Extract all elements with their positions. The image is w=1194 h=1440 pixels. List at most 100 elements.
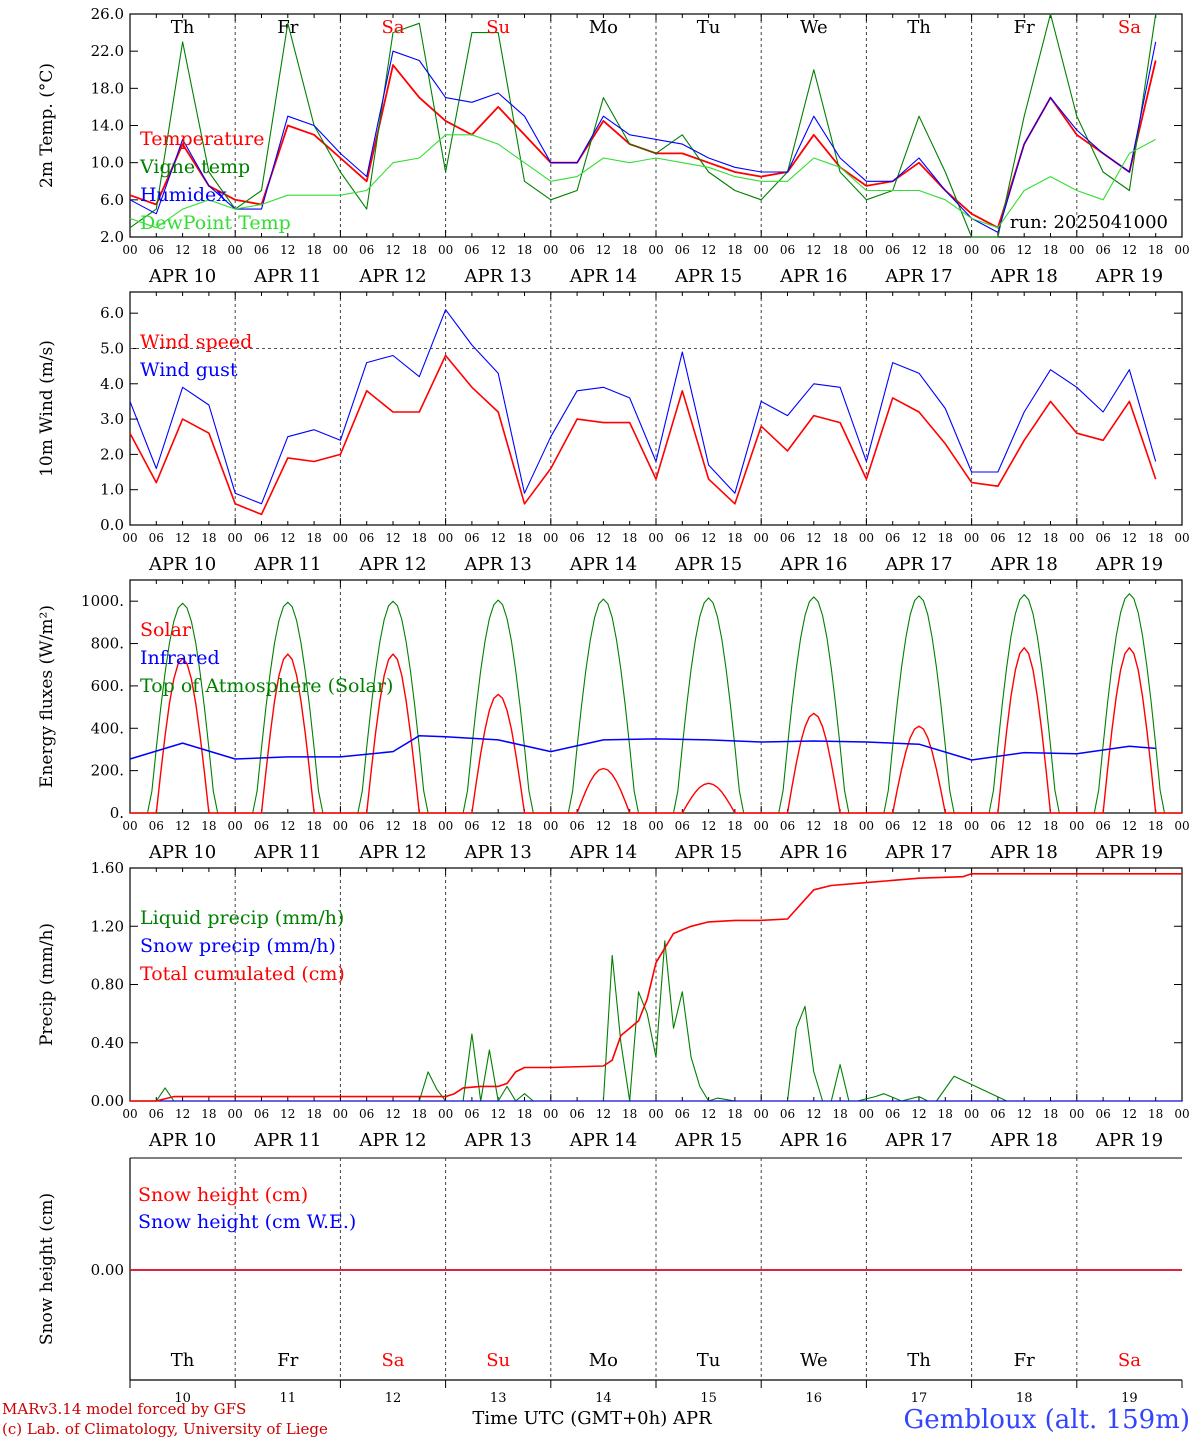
hour-tick-label: 00 bbox=[859, 819, 874, 833]
y-tick-label: 0.00 bbox=[91, 1261, 124, 1279]
day-number-label: 10 bbox=[174, 1391, 191, 1406]
hour-tick-label: 06 bbox=[359, 243, 374, 257]
y-axis-label: Snow height (cm) bbox=[37, 1193, 57, 1345]
panel-2: 0.0 1.0 2.0 3.0 4.0 5.0 6.0 10m Wind (m/s) Wind … bbox=[37, 291, 1190, 575]
hour-tick-label: 00 bbox=[964, 819, 979, 833]
date-label: APR 18 bbox=[990, 554, 1058, 575]
hour-tick-label: 06 bbox=[149, 243, 164, 257]
y-tick-label: 2.0 bbox=[100, 445, 124, 463]
hour-tick-label: 12 bbox=[175, 819, 190, 833]
hour-tick-label: 06 bbox=[990, 531, 1005, 545]
hour-tick-label: 00 bbox=[964, 243, 979, 257]
hour-tick-label: 12 bbox=[1122, 1107, 1137, 1121]
hour-tick-label: 18 bbox=[306, 531, 321, 545]
date-label: APR 13 bbox=[464, 554, 532, 575]
date-label: APR 14 bbox=[569, 842, 637, 863]
legend-entry: Infrared bbox=[140, 647, 220, 669]
hour-tick-label: 18 bbox=[832, 1107, 847, 1121]
weekday-label: Sa bbox=[381, 1350, 404, 1371]
day-number-label: 19 bbox=[1121, 1391, 1138, 1406]
date-label: APR 19 bbox=[1095, 842, 1163, 863]
hour-tick-label: 12 bbox=[1017, 1107, 1032, 1121]
hour-tick-label: 12 bbox=[1017, 819, 1032, 833]
hour-tick-label: 00 bbox=[333, 1107, 348, 1121]
hour-tick-label: 12 bbox=[280, 531, 295, 545]
series-line bbox=[129, 13, 1157, 238]
hour-tick-label: 00 bbox=[1174, 243, 1189, 257]
hour-tick-label: 00 bbox=[122, 1107, 137, 1121]
date-label: APR 17 bbox=[884, 1130, 952, 1151]
hour-tick-label: 06 bbox=[675, 243, 690, 257]
date-label: APR 10 bbox=[148, 266, 216, 287]
date-label: APR 18 bbox=[990, 1130, 1058, 1151]
hour-tick-label: 00 bbox=[438, 819, 453, 833]
hour-tick-label: 06 bbox=[569, 531, 584, 545]
legend-entry: Liquid precip (mm/h) bbox=[140, 907, 344, 929]
y-tick-label: 10.0 bbox=[91, 154, 124, 172]
hour-tick-label: 18 bbox=[622, 243, 637, 257]
hour-tick-label: 00 bbox=[648, 1107, 663, 1121]
legend-entry: Wind speed bbox=[140, 331, 252, 353]
hour-tick-label: 12 bbox=[596, 243, 611, 257]
hour-tick-label: 00 bbox=[333, 531, 348, 545]
hour-tick-label: 18 bbox=[306, 819, 321, 833]
legend-entry: Snow height (cm W.E.) bbox=[138, 1211, 356, 1233]
hour-tick-label: 12 bbox=[385, 819, 400, 833]
x-axis-label: Time UTC (GMT+0h) APR bbox=[472, 1408, 712, 1429]
hour-tick-label: 00 bbox=[754, 531, 769, 545]
y-tick-label: 0.80 bbox=[91, 976, 124, 994]
hour-tick-label: 00 bbox=[228, 819, 243, 833]
hour-tick-label: 12 bbox=[806, 819, 821, 833]
y-tick-label: 0.00 bbox=[91, 1092, 124, 1110]
hour-tick-label: 00 bbox=[1069, 1107, 1084, 1121]
day-number-label: 15 bbox=[700, 1391, 717, 1406]
date-label: APR 15 bbox=[674, 266, 742, 287]
hour-tick-label: 18 bbox=[832, 819, 847, 833]
hour-tick-label: 12 bbox=[1017, 243, 1032, 257]
hour-tick-label: 18 bbox=[938, 531, 953, 545]
y-tick-label: 5.0 bbox=[100, 339, 124, 357]
hour-tick-label: 18 bbox=[517, 1107, 532, 1121]
hour-tick-label: 18 bbox=[517, 243, 532, 257]
hour-tick-label: 06 bbox=[885, 819, 900, 833]
y-tick-label: 0.0 bbox=[100, 516, 124, 534]
hour-tick-label: 18 bbox=[201, 819, 216, 833]
hour-tick-label: 12 bbox=[701, 819, 716, 833]
hour-tick-label: 18 bbox=[306, 243, 321, 257]
y-tick-label: 800. bbox=[91, 635, 124, 653]
hour-tick-label: 12 bbox=[806, 243, 821, 257]
series-line bbox=[129, 354, 1157, 516]
hour-tick-label: 12 bbox=[701, 531, 716, 545]
weekday-label: Mo bbox=[589, 1350, 618, 1371]
hour-tick-label: 18 bbox=[727, 243, 742, 257]
hour-tick-label: 06 bbox=[464, 531, 479, 545]
hour-tick-label: 06 bbox=[780, 819, 795, 833]
hour-tick-label: 06 bbox=[675, 819, 690, 833]
hour-tick-label: 00 bbox=[648, 819, 663, 833]
hour-tick-label: 12 bbox=[385, 1107, 400, 1121]
weekday-label: Fr bbox=[1014, 17, 1035, 38]
series-line bbox=[129, 134, 1156, 229]
date-label: APR 10 bbox=[148, 842, 216, 863]
hour-tick-label: 00 bbox=[754, 243, 769, 257]
series-line bbox=[129, 41, 1157, 233]
y-axis-label: Energy fluxes (W/m²) bbox=[37, 605, 57, 788]
hour-tick-label: 00 bbox=[543, 531, 558, 545]
date-label: APR 15 bbox=[674, 842, 742, 863]
day-number-label: 18 bbox=[1016, 1391, 1033, 1406]
day-number-label: 12 bbox=[385, 1391, 402, 1406]
hour-tick-label: 18 bbox=[938, 1107, 953, 1121]
hour-tick-label: 00 bbox=[1069, 243, 1084, 257]
hour-tick-label: 12 bbox=[385, 531, 400, 545]
date-label: APR 11 bbox=[253, 842, 321, 863]
hour-tick-label: 00 bbox=[438, 243, 453, 257]
hour-tick-label: 12 bbox=[1122, 243, 1137, 257]
weekday-label: Fr bbox=[277, 17, 298, 38]
hour-tick-label: 12 bbox=[806, 1107, 821, 1121]
legend-entry: Humidex bbox=[140, 184, 227, 206]
hour-tick-label: 18 bbox=[1148, 243, 1163, 257]
hour-tick-label: 18 bbox=[727, 531, 742, 545]
hour-tick-label: 06 bbox=[780, 243, 795, 257]
weekday-label: We bbox=[800, 17, 828, 38]
hour-tick-label: 00 bbox=[333, 819, 348, 833]
